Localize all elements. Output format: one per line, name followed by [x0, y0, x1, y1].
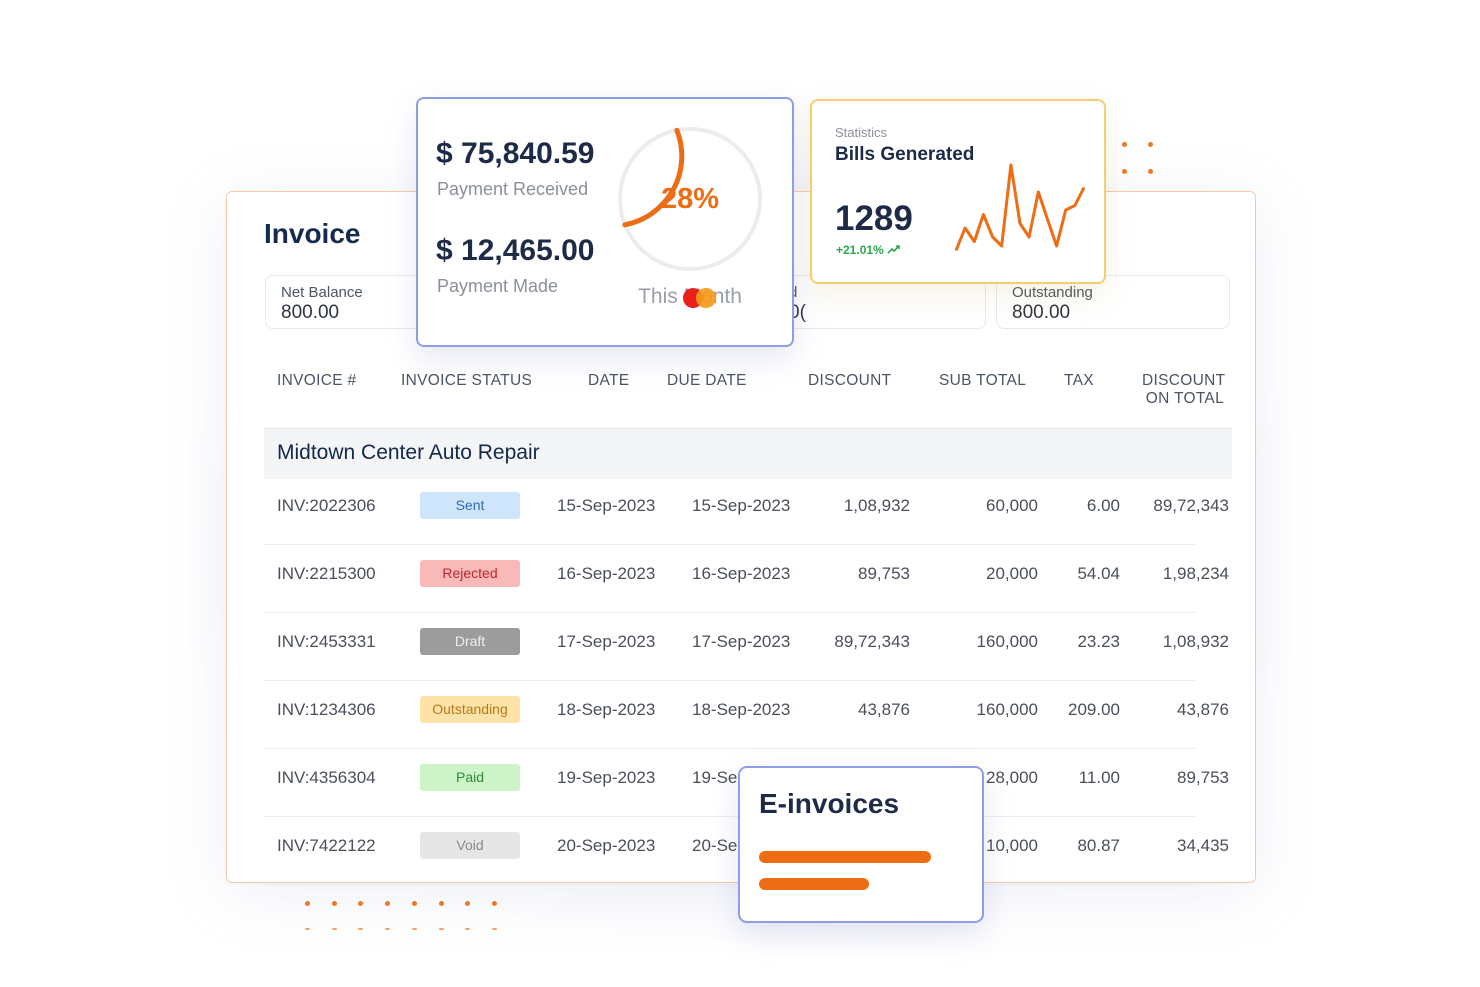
column-header-invoice-number[interactable]: INVOICE #: [277, 372, 357, 389]
column-header-tax[interactable]: TAX: [1064, 372, 1094, 389]
invoice-number-cell[interactable]: INV:2453331: [277, 632, 376, 651]
column-header-discount[interactable]: DISCOUNT: [808, 372, 892, 389]
due-date-cell: 15-Sep-2023: [692, 496, 791, 515]
tax-cell: 209.00: [1068, 700, 1120, 719]
summary-card-outstanding: Outstanding 800.00: [996, 275, 1230, 329]
trend-up-icon: [887, 245, 900, 254]
statistics-change-value: +21.01%: [836, 243, 884, 257]
percent-label: 28%: [660, 183, 720, 215]
status-badge[interactable]: Void: [420, 832, 520, 859]
sub-total-cell: 28,000: [986, 768, 1038, 787]
status-badge[interactable]: Sent: [420, 492, 520, 519]
discount-on-total-cell: 89,72,343: [1153, 496, 1229, 515]
ring-progress-arc: [622, 127, 685, 228]
due-date-cell: 19-Se: [692, 768, 738, 787]
statistics-title: Bills Generated: [835, 144, 975, 165]
customer-group-row[interactable]: Midtown Center Auto Repair: [264, 428, 1232, 479]
discount-on-total-cell: 89,753: [1177, 768, 1229, 787]
statistics-value: 1289: [835, 199, 913, 238]
summary-value: 800.00: [281, 302, 340, 323]
payment-received-label: Payment Received: [437, 179, 589, 199]
date-cell: 20-Sep-2023: [557, 836, 656, 855]
payment-summary-card: $ 75,840.59 Payment Received $ 12,465.00…: [416, 97, 794, 347]
status-badge[interactable]: Outstanding: [420, 696, 520, 723]
sub-total-cell: 20,000: [986, 564, 1038, 583]
column-header-discount-on-total[interactable]: DISCOUNT ON TOTAL: [1142, 372, 1226, 408]
summary-label: Net Balance: [281, 284, 363, 301]
page-title: Invoice: [264, 218, 361, 249]
placeholder-bar-long: [759, 851, 931, 863]
row-divider: [264, 748, 1196, 749]
row-divider: [264, 544, 1196, 545]
invoice-number-cell[interactable]: INV:4356304: [277, 768, 376, 787]
tax-cell: 54.04: [1077, 564, 1120, 583]
tax-cell: 6.00: [1086, 496, 1120, 515]
sub-total-cell: 10,000: [986, 836, 1038, 855]
due-date-cell: 17-Sep-2023: [692, 632, 791, 651]
discount-on-total-cell: 1,08,932: [1162, 632, 1229, 651]
due-date-cell: 20-Se: [692, 836, 738, 855]
column-header-line: ON TOTAL: [1145, 390, 1224, 407]
e-invoices-card[interactable]: E-invoices: [738, 766, 984, 923]
placeholder-bar-short: [759, 878, 869, 890]
status-badge[interactable]: Paid: [420, 764, 520, 791]
payment-made-label: Payment Made: [437, 276, 559, 296]
invoice-number-cell[interactable]: INV:1234306: [277, 700, 376, 719]
column-header-due-date[interactable]: DUE DATE: [667, 372, 747, 389]
statistics-change: +21.01%: [836, 243, 901, 257]
invoice-number-cell[interactable]: INV:7422122: [277, 836, 376, 855]
bills-sparkline: [954, 163, 1086, 252]
date-cell: 15-Sep-2023: [557, 496, 656, 515]
e-invoices-title: E-invoices: [759, 788, 900, 819]
summary-value: 800.00: [1012, 302, 1071, 323]
discount-on-total-cell: 34,435: [1177, 836, 1229, 855]
row-divider: [264, 612, 1196, 613]
invoice-number-cell[interactable]: INV:2022306: [277, 496, 376, 515]
row-divider: [264, 816, 1196, 817]
column-header-invoice-status[interactable]: INVOICE STATUS: [401, 372, 533, 389]
tax-cell: 23.23: [1077, 632, 1120, 651]
row-divider: [264, 680, 1196, 681]
discount-on-total-cell: 43,876: [1177, 700, 1229, 719]
summary-label: Outstanding: [1012, 284, 1093, 301]
due-date-cell: 16-Sep-2023: [692, 564, 791, 583]
column-header-date[interactable]: DATE: [588, 372, 630, 389]
discount-cell: 1,08,932: [843, 496, 910, 515]
row-divider: [264, 884, 1196, 885]
date-cell: 19-Sep-2023: [557, 768, 656, 787]
discount-cell: 43,876: [858, 700, 910, 719]
customer-name: Midtown Center Auto Repair: [277, 441, 540, 464]
ring-track: [618, 127, 762, 271]
discount-cell: 89,753: [858, 564, 910, 583]
sparkline-line: [954, 163, 1086, 252]
date-cell: 16-Sep-2023: [557, 564, 656, 583]
mastercard-icon: [680, 286, 720, 310]
sub-total-cell: 160,000: [976, 700, 1038, 719]
payment-received-amount: $ 75,840.59: [436, 137, 595, 170]
tax-cell: 80.87: [1077, 836, 1120, 855]
statistics-card: Statistics Bills Generated 1289 +21.01%: [810, 99, 1106, 284]
status-badge[interactable]: Rejected: [420, 560, 520, 587]
date-cell: 17-Sep-2023: [557, 632, 656, 651]
due-date-cell: 18-Sep-2023: [692, 700, 791, 719]
payment-made-amount: $ 12,465.00: [436, 234, 595, 267]
sub-total-cell: 60,000: [986, 496, 1038, 515]
tax-cell: 11.00: [1078, 768, 1120, 787]
discount-cell: 89,72,343: [834, 632, 910, 651]
column-header-sub-total[interactable]: SUB TOTAL: [939, 372, 1027, 389]
sub-total-cell: 160,000: [976, 632, 1038, 651]
statistics-kicker: Statistics: [835, 125, 888, 140]
column-header-line: DISCOUNT: [1142, 372, 1226, 389]
discount-on-total-cell: 1,98,234: [1162, 564, 1229, 583]
percent-ring-chart: [618, 127, 762, 271]
status-badge[interactable]: Draft: [420, 628, 520, 655]
invoice-number-cell[interactable]: INV:2215300: [277, 564, 376, 583]
date-cell: 18-Sep-2023: [557, 700, 656, 719]
